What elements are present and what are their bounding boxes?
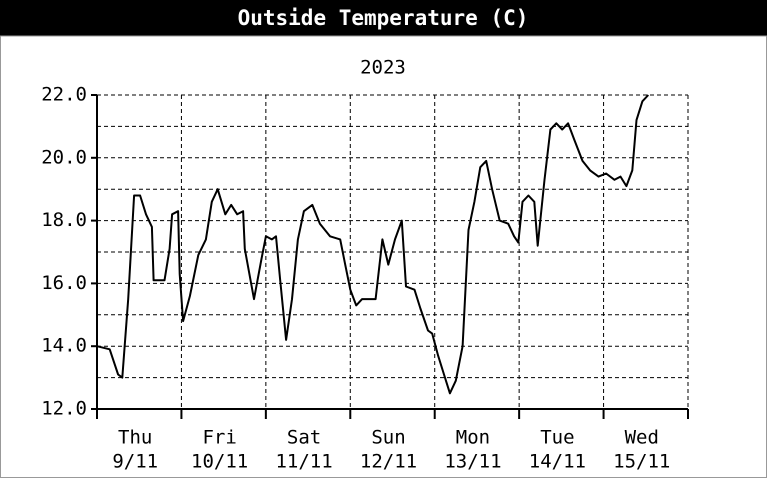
y-tick-label: 16.0 — [41, 272, 87, 294]
x-tick-label: Sun — [371, 427, 405, 449]
x-tick-label: 15/11 — [613, 451, 670, 473]
x-tick-label: Tue — [540, 427, 574, 449]
x-tick-label: Mon — [456, 427, 490, 449]
x-tick-label: Thu — [118, 427, 152, 449]
x-tick-label: 9/11 — [112, 451, 158, 473]
x-tick-label: 11/11 — [275, 451, 332, 473]
x-tick-label: Sat — [287, 427, 321, 449]
x-tick-label: 12/11 — [360, 451, 417, 473]
y-tick-label: 12.0 — [41, 398, 87, 420]
title-bar — [0, 0, 767, 36]
y-tick-label: 18.0 — [41, 209, 87, 231]
chart-background — [0, 35, 767, 478]
x-tick-label: 13/11 — [444, 451, 501, 473]
x-tick-label: 14/11 — [529, 451, 586, 473]
chart-title: Outside Temperature (C) — [238, 6, 529, 30]
y-tick-label: 20.0 — [41, 146, 87, 168]
y-tick-label: 14.0 — [41, 335, 87, 357]
x-tick-label: Fri — [202, 427, 236, 449]
temperature-line — [96, 94, 650, 395]
y-tick-label: 22.0 — [41, 84, 87, 106]
chart-subtitle: 2023 — [360, 57, 406, 79]
x-tick-label: Wed — [625, 427, 659, 449]
x-tick-label: 10/11 — [191, 451, 248, 473]
